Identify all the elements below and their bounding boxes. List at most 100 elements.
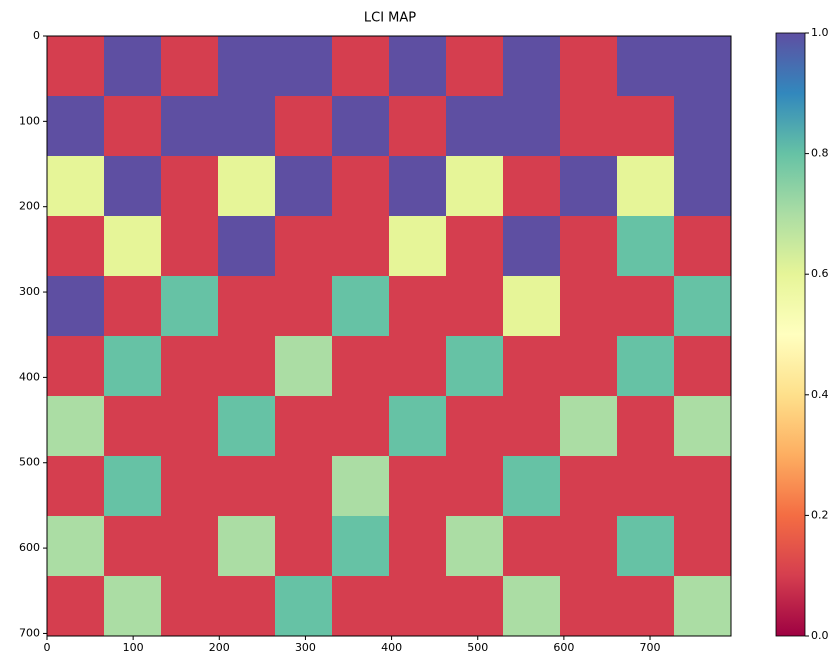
x-tick-label: 100 xyxy=(123,641,144,654)
y-tick-label: 700 xyxy=(19,626,40,639)
heatmap-cell xyxy=(560,516,618,577)
heatmap-cell xyxy=(617,336,675,397)
heatmap-cell xyxy=(332,516,390,577)
heatmap-cell xyxy=(104,336,162,397)
heatmap-cell xyxy=(446,36,504,97)
y-tick-label: 200 xyxy=(19,200,40,213)
heatmap-cell xyxy=(104,216,162,277)
heatmap-cell xyxy=(332,456,390,517)
heatmap-cell xyxy=(503,276,561,337)
x-tick-label: 700 xyxy=(640,641,661,654)
heatmap-cell xyxy=(389,456,447,517)
heatmap-cell xyxy=(560,216,618,277)
chart-title: LCI MAP xyxy=(364,11,416,26)
x-tick-label: 400 xyxy=(381,641,402,654)
heatmap-cell xyxy=(275,456,333,517)
heatmap-cell xyxy=(47,396,105,457)
heatmap-cell xyxy=(47,516,105,577)
colorbar-tick-label: 1.0 xyxy=(811,26,829,39)
heatmap-cell xyxy=(275,516,333,577)
colorbar-tick-label: 0.0 xyxy=(811,629,829,642)
heatmap-cell xyxy=(503,336,561,397)
heatmap-cell xyxy=(503,216,561,277)
heatmap-cell xyxy=(332,96,390,157)
heatmap-cell xyxy=(47,576,105,637)
heatmap-cell xyxy=(47,276,105,337)
heatmap-cell xyxy=(560,396,618,457)
heatmap-cell xyxy=(218,156,276,217)
heatmap-cell xyxy=(104,156,162,217)
heatmap-cell xyxy=(389,216,447,277)
heatmap-cell xyxy=(332,36,390,97)
heatmap-cell xyxy=(560,576,618,637)
heatmap-cell xyxy=(47,156,105,217)
heatmap-cell xyxy=(389,276,447,337)
heatmap-cell xyxy=(446,516,504,577)
heatmap-cell xyxy=(674,516,732,577)
heatmap-cell xyxy=(161,156,219,217)
heatmap-cell xyxy=(275,216,333,277)
colorbar xyxy=(776,33,805,636)
heatmap-cell xyxy=(161,96,219,157)
heatmap-cell xyxy=(161,276,219,337)
heatmap-cell xyxy=(674,396,732,457)
heatmap-cell xyxy=(674,216,732,277)
heatmap-cell xyxy=(560,36,618,97)
heatmap-cell xyxy=(560,456,618,517)
heatmap-cell xyxy=(104,36,162,97)
heatmap-cell xyxy=(674,156,732,217)
heatmap-cell xyxy=(560,96,618,157)
heatmap-cell xyxy=(674,456,732,517)
heatmap-cell xyxy=(446,456,504,517)
heatmap-cell xyxy=(389,156,447,217)
heatmap-cell xyxy=(332,216,390,277)
heatmap-cell xyxy=(218,36,276,97)
heatmap-cell xyxy=(218,96,276,157)
heatmap-cell xyxy=(275,276,333,337)
y-tick-label: 300 xyxy=(19,285,40,298)
heatmap-cell xyxy=(617,396,675,457)
colorbar-tick-label: 0.4 xyxy=(811,388,829,401)
heatmap-cell xyxy=(275,96,333,157)
heatmap-cell xyxy=(389,576,447,637)
heatmap-cell xyxy=(503,156,561,217)
colorbar-tick-label: 0.2 xyxy=(811,508,829,521)
heatmap-cell xyxy=(47,96,105,157)
heatmap-cell xyxy=(218,516,276,577)
heatmap-cell xyxy=(617,456,675,517)
heatmap-cell xyxy=(446,576,504,637)
heatmap-cell xyxy=(104,396,162,457)
heatmap-cell xyxy=(332,156,390,217)
heatmap-cell xyxy=(617,216,675,277)
heatmap-cell xyxy=(503,396,561,457)
heatmap-cell xyxy=(560,276,618,337)
heatmap-cell xyxy=(161,36,219,97)
x-tick-label: 0 xyxy=(44,641,51,654)
heatmap-cell xyxy=(446,396,504,457)
heatmap-cell xyxy=(332,336,390,397)
heatmap-cell xyxy=(389,36,447,97)
heatmap-cell xyxy=(275,396,333,457)
heatmap-cell xyxy=(674,336,732,397)
heatmap-cell xyxy=(332,276,390,337)
heatmap-cell xyxy=(161,396,219,457)
heatmap-cell xyxy=(389,396,447,457)
heatmap-cell xyxy=(275,576,333,637)
heatmap-cell xyxy=(161,216,219,277)
heatmap-cell xyxy=(389,336,447,397)
heatmap-cell xyxy=(389,96,447,157)
heatmap-cell xyxy=(617,156,675,217)
heatmap-cell xyxy=(332,396,390,457)
heatmap-cell xyxy=(47,216,105,277)
chart: LCI MAP 01002003004005006007000100200300… xyxy=(0,0,835,656)
y-tick-label: 600 xyxy=(19,541,40,554)
heatmap-cell xyxy=(161,456,219,517)
heatmap-cell xyxy=(446,156,504,217)
y-tick-label: 400 xyxy=(19,370,40,383)
heatmap-cell xyxy=(161,336,219,397)
heatmap-cell xyxy=(446,216,504,277)
heatmap-cell xyxy=(218,576,276,637)
heatmap-cell xyxy=(218,456,276,517)
heatmap-cell xyxy=(674,576,732,637)
heatmap-cell xyxy=(617,516,675,577)
